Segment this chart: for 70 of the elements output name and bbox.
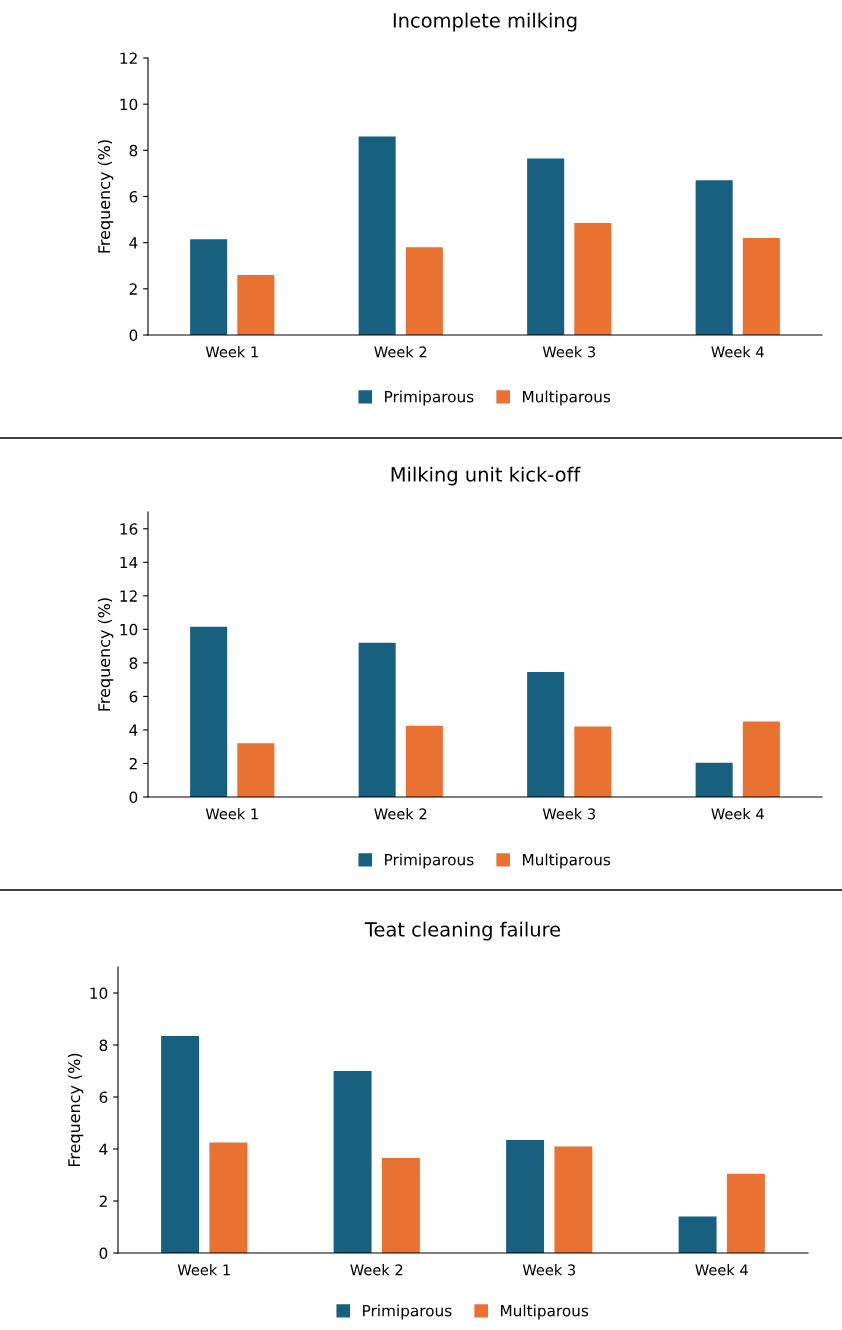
y-tick-label: 0 <box>129 329 138 342</box>
bar <box>190 239 228 335</box>
bar <box>333 1071 372 1253</box>
bar <box>527 672 565 797</box>
bar <box>161 1035 200 1253</box>
y-tick-label: 10 <box>90 987 108 1000</box>
x-tick-label: Week 2 <box>350 1264 403 1276</box>
bar <box>405 247 443 335</box>
x-tick-label: Week 3 <box>542 346 596 358</box>
bar <box>742 238 780 335</box>
x-tick-label: Week 3 <box>542 808 596 820</box>
y-tick-label: 8 <box>129 657 138 669</box>
y-tick-label: 4 <box>129 724 138 736</box>
y-tick-label: 0 <box>99 1247 108 1260</box>
chart-title: Milking unit kick-off <box>391 466 581 486</box>
bar <box>554 1146 593 1253</box>
bar <box>358 136 396 335</box>
y-tick-label: 0 <box>129 791 138 804</box>
legend-label: Multiparous <box>523 390 611 406</box>
y-tick-label: 12 <box>120 52 137 64</box>
bar <box>695 180 733 335</box>
x-tick-label: Week 4 <box>711 808 764 820</box>
y-tick-label: 16 <box>120 523 138 535</box>
legend-label: Primiparous <box>385 853 474 869</box>
x-tick-label: Week 1 <box>177 1264 230 1276</box>
bar <box>742 721 780 797</box>
y-tick-label: 6 <box>129 690 138 703</box>
legend-label: Multiparous <box>523 853 611 869</box>
y-tick-label: 2 <box>129 283 137 295</box>
bar <box>381 1158 420 1253</box>
y-tick-label: 6 <box>129 190 138 203</box>
y-tick-label: 2 <box>99 1195 107 1207</box>
bar <box>695 762 733 797</box>
y-tick-label: 12 <box>120 590 137 602</box>
y-axis-title: Frequency (%) <box>97 140 114 253</box>
y-axis-title: Frequency (%) <box>67 1053 84 1167</box>
y-tick-label: 2 <box>129 757 137 770</box>
x-tick-label: Week 4 <box>711 346 764 358</box>
bar <box>574 223 612 335</box>
y-tick-label: 6 <box>99 1091 108 1104</box>
x-tick-label: Week 1 <box>205 808 258 820</box>
legend-label: Primiparous <box>385 390 474 406</box>
chart-title: Incomplete milking <box>393 12 577 32</box>
bar <box>237 743 275 797</box>
chart-title: Teat cleaning failure <box>364 921 561 941</box>
bar <box>358 642 396 797</box>
y-tick-label: 8 <box>99 1039 108 1052</box>
legend-label: Primiparous <box>363 1304 452 1320</box>
y-tick-label: 4 <box>99 1143 108 1155</box>
x-tick-label: Week 3 <box>522 1264 576 1276</box>
x-tick-label: Week 4 <box>695 1264 748 1276</box>
y-tick-label: 10 <box>120 98 138 111</box>
y-axis-title: Frequency (%) <box>97 598 114 711</box>
bar <box>527 158 565 335</box>
bar <box>190 626 228 797</box>
bar <box>405 725 443 797</box>
x-tick-label: Week 2 <box>374 808 427 820</box>
bar <box>506 1139 545 1253</box>
bar <box>726 1173 765 1253</box>
x-tick-label: Week 2 <box>374 346 427 358</box>
bar <box>678 1216 717 1253</box>
bar <box>237 274 275 335</box>
bar <box>209 1142 248 1253</box>
y-tick-label: 10 <box>120 623 138 636</box>
x-tick-label: Week 1 <box>205 346 258 358</box>
y-tick-label: 4 <box>129 237 138 249</box>
y-tick-label: 8 <box>129 144 138 157</box>
bar <box>574 726 612 797</box>
y-tick-label: 14 <box>120 556 138 569</box>
legend-label: Multiparous <box>501 1304 589 1320</box>
